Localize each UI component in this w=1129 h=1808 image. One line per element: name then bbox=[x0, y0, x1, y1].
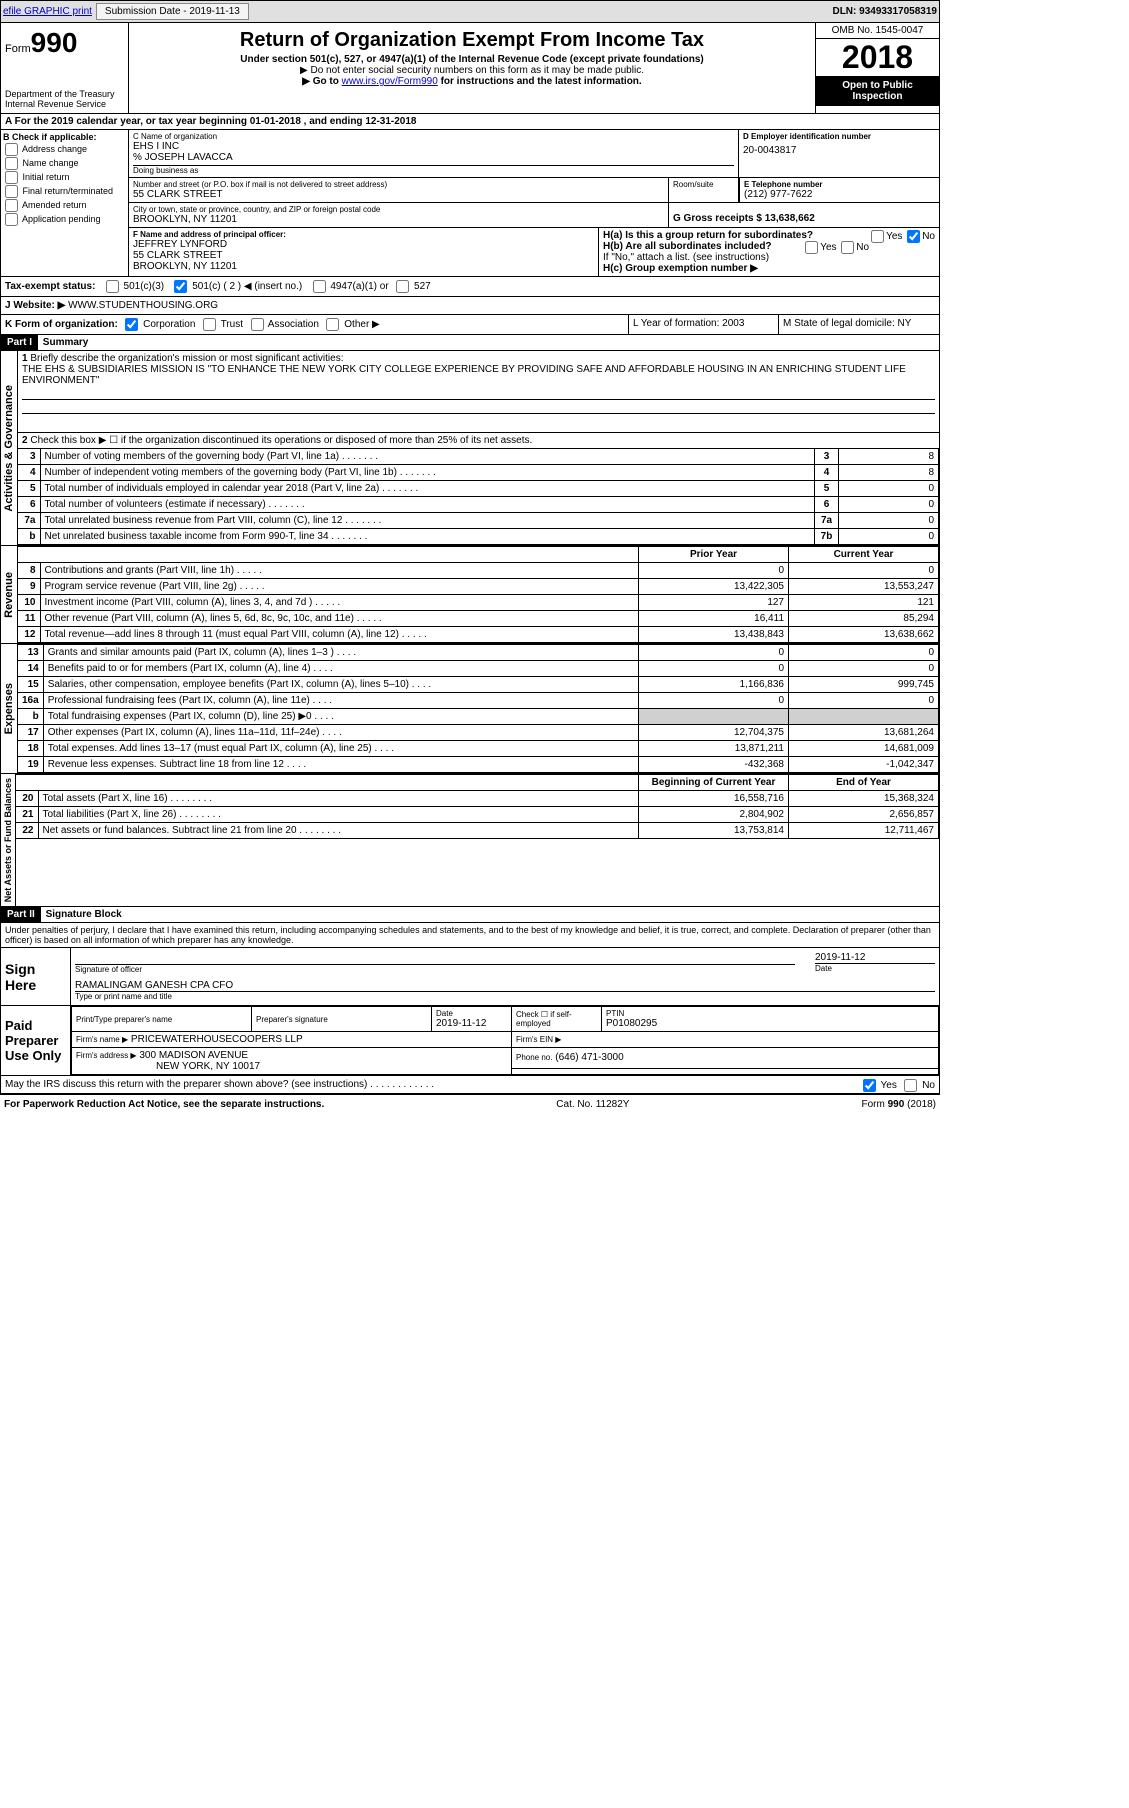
officer-addr1: 55 CLARK STREET bbox=[133, 250, 594, 261]
top-toolbar: efile GRAPHIC print Submission Date - 20… bbox=[0, 0, 940, 23]
line-I: Tax-exempt status: 501(c)(3) 501(c) ( 2 … bbox=[0, 277, 940, 297]
website: WWW.STUDENTHOUSING.ORG bbox=[65, 300, 218, 311]
officer-name: JEFFREY LYNFORD bbox=[133, 239, 594, 250]
b-option[interactable]: Application pending bbox=[3, 213, 126, 226]
k-assoc[interactable] bbox=[251, 318, 264, 331]
org-name: EHS I INC bbox=[133, 141, 734, 152]
line-A: A For the 2019 calendar year, or tax yea… bbox=[0, 114, 940, 130]
street-address: 55 CLARK STREET bbox=[133, 189, 664, 200]
form-title: Return of Organization Exempt From Incom… bbox=[133, 29, 811, 52]
perjury-text: Under penalties of perjury, I declare th… bbox=[0, 923, 940, 948]
irs-label: Internal Revenue Service bbox=[5, 99, 124, 109]
form-ref: Form 990 (2018) bbox=[862, 1099, 936, 1110]
net-assets-section: Net Assets or Fund Balances Beginning of… bbox=[0, 774, 940, 907]
part-2-header: Part II bbox=[1, 907, 41, 922]
h-a-no[interactable] bbox=[907, 230, 920, 243]
firm-name: PRICEWATERHOUSECOOPERS LLP bbox=[131, 1034, 303, 1045]
info-grid: B Check if applicable: Address change Na… bbox=[0, 130, 940, 277]
signature-block: Sign Here Signature of officer 2019-11-1… bbox=[0, 948, 940, 1006]
section-B: B Check if applicable: Address change Na… bbox=[1, 130, 129, 276]
k-other[interactable] bbox=[326, 318, 339, 331]
care-of: % JOSEPH LAVACCA bbox=[133, 152, 734, 163]
activities-governance-section: Activities & Governance 1 Briefly descri… bbox=[0, 351, 940, 546]
firm-addr2: NEW YORK, NY 10017 bbox=[156, 1061, 260, 1072]
city-state-zip: BROOKLYN, NY 11201 bbox=[133, 214, 664, 225]
subtitle-1: Under section 501(c), 527, or 4947(a)(1)… bbox=[133, 54, 811, 65]
firm-phone: (646) 471-3000 bbox=[555, 1052, 623, 1063]
officer-signer: RAMALINGAM GANESH CPA CFO bbox=[75, 980, 935, 991]
cat-no: Cat. No. 11282Y bbox=[556, 1099, 629, 1110]
part-2-title: Signature Block bbox=[44, 907, 124, 922]
year-formation: L Year of formation: 2003 bbox=[629, 315, 779, 334]
open-public-inspection: Open to Public Inspection bbox=[816, 76, 939, 106]
discuss-no[interactable] bbox=[904, 1079, 917, 1092]
b-option[interactable]: Address change bbox=[3, 143, 126, 156]
revenue-section: Revenue Prior YearCurrent Year8Contribut… bbox=[0, 546, 940, 644]
firm-addr1: 300 MADISON AVENUE bbox=[139, 1050, 248, 1061]
net-assets-table: Beginning of Current YearEnd of Year20To… bbox=[16, 774, 939, 839]
dln: DLN: 93493317058319 bbox=[832, 6, 937, 17]
line-2-text: Check this box ▶ ☐ if the organization d… bbox=[30, 435, 532, 446]
dept-treasury: Department of the Treasury bbox=[5, 89, 124, 99]
officer-addr2: BROOKLYN, NY 11201 bbox=[133, 261, 594, 272]
subtitle-2: ▶ Do not enter social security numbers o… bbox=[133, 65, 811, 76]
form-header: Form990 Department of the Treasury Inter… bbox=[0, 23, 940, 114]
expenses-section: Expenses 13Grants and similar amounts pa… bbox=[0, 644, 940, 774]
page-footer: For Paperwork Reduction Act Notice, see … bbox=[0, 1094, 940, 1114]
k-trust[interactable] bbox=[203, 318, 216, 331]
subtitle-3: ▶ Go to www.irs.gov/Form990 for instruct… bbox=[133, 76, 811, 87]
expenses-label: Expenses bbox=[1, 679, 17, 738]
k-corp[interactable] bbox=[125, 318, 138, 331]
ptin: P01080295 bbox=[606, 1018, 934, 1029]
b-option[interactable]: Name change bbox=[3, 157, 126, 170]
mission-text: THE EHS & SUBSIDIARIES MISSION IS "TO EN… bbox=[22, 364, 906, 386]
prep-date: 2019-11-12 bbox=[436, 1018, 507, 1029]
paperwork-notice: For Paperwork Reduction Act Notice, see … bbox=[4, 1099, 324, 1110]
sign-here-label: Sign Here bbox=[1, 948, 71, 1005]
net-assets-label: Net Assets or Fund Balances bbox=[1, 774, 15, 906]
telephone: (212) 977-7622 bbox=[744, 189, 935, 200]
b-option[interactable]: Amended return bbox=[3, 199, 126, 212]
paid-preparer-label: Paid Preparer Use Only bbox=[1, 1006, 71, 1075]
governance-table: 3Number of voting members of the governi… bbox=[18, 448, 939, 545]
ein: 20-0043817 bbox=[743, 145, 935, 156]
revenue-table: Prior YearCurrent Year8Contributions and… bbox=[18, 546, 939, 643]
subdate-button[interactable]: Submission Date - 2019-11-13 bbox=[96, 3, 249, 20]
501c3-checkbox[interactable] bbox=[106, 280, 119, 293]
discuss-row: May the IRS discuss this return with the… bbox=[0, 1076, 940, 1094]
activities-governance-label: Activities & Governance bbox=[1, 381, 17, 516]
state-domicile: M State of legal domicile: NY bbox=[779, 315, 939, 334]
line-KLM: K Form of organization: Corporation Trus… bbox=[0, 315, 940, 335]
h-b-yes[interactable] bbox=[805, 241, 818, 254]
h-b-no[interactable] bbox=[841, 241, 854, 254]
gross-receipts: G Gross receipts $ 13,638,662 bbox=[673, 213, 935, 224]
revenue-label: Revenue bbox=[1, 568, 17, 622]
expenses-table: 13Grants and similar amounts paid (Part … bbox=[18, 644, 939, 773]
preparer-block: Paid Preparer Use Only Print/Type prepar… bbox=[0, 1006, 940, 1076]
b-option[interactable]: Final return/terminated bbox=[3, 185, 126, 198]
efile-label[interactable]: efile GRAPHIC print bbox=[3, 6, 92, 17]
omb-number: OMB No. 1545-0047 bbox=[816, 23, 939, 39]
sign-date: 2019-11-12 bbox=[815, 952, 935, 963]
h-a-yes[interactable] bbox=[871, 230, 884, 243]
discuss-yes[interactable] bbox=[863, 1079, 876, 1092]
b-option[interactable]: Initial return bbox=[3, 171, 126, 184]
tax-year: 2018 bbox=[816, 39, 939, 76]
form990-link[interactable]: www.irs.gov/Form990 bbox=[342, 76, 438, 87]
527-checkbox[interactable] bbox=[396, 280, 409, 293]
part-1-header: Part I bbox=[1, 335, 38, 350]
line-J: J Website: ▶ WWW.STUDENTHOUSING.ORG bbox=[0, 297, 940, 315]
4947-checkbox[interactable] bbox=[313, 280, 326, 293]
part-1-title: Summary bbox=[41, 335, 91, 350]
501c-checkbox[interactable] bbox=[174, 280, 187, 293]
